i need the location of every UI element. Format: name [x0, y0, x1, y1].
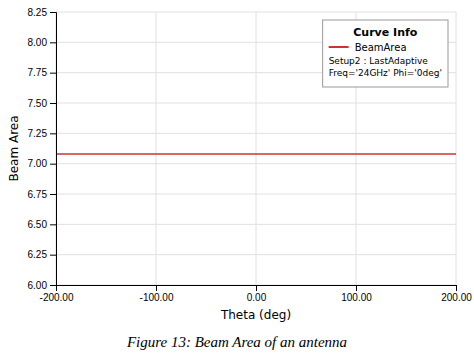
tick: 0.00	[247, 285, 267, 303]
tick: 7.00	[28, 158, 56, 169]
legend-swatch	[329, 46, 349, 48]
axis-domain	[57, 286, 457, 292]
tick-mark	[50, 42, 56, 43]
tick-label: 6.00	[28, 280, 48, 291]
grid-line	[56, 224, 456, 225]
grid-line	[256, 12, 257, 285]
tick: 6.75	[28, 189, 56, 200]
tick-label: 6.50	[28, 219, 48, 230]
grid-line	[156, 12, 157, 285]
tick: 200.00	[441, 285, 472, 303]
tick: 6.00	[28, 280, 56, 291]
tick-label: 6.75	[28, 189, 48, 200]
legend-title: Curve Info	[353, 26, 417, 39]
tick: 100.00	[341, 285, 372, 303]
grid-line	[56, 163, 456, 164]
grid-line	[56, 254, 456, 255]
tick-label: 8.00	[28, 37, 48, 48]
chart-title: Figure 13: Beam Area of an antenna	[126, 334, 347, 350]
marks	[56, 153, 456, 154]
tick-label: 7.25	[28, 128, 48, 139]
plot: -200.00-100.000.00100.00200.006.006.256.…	[28, 7, 473, 303]
grid-line	[56, 12, 456, 13]
tick: 7.50	[28, 98, 56, 109]
tick: 7.75	[28, 67, 56, 78]
tick-mark	[256, 285, 257, 291]
tick: 7.25	[28, 128, 56, 139]
axis-domain	[50, 13, 57, 286]
tick-label: -100.00	[140, 292, 174, 303]
tick: 6.25	[28, 249, 56, 260]
tick-label: 7.00	[28, 158, 48, 169]
legend-entry: BeamArea	[355, 42, 407, 53]
tick: 6.50	[28, 219, 56, 230]
tick-mark	[50, 133, 56, 134]
legend: Curve Info BeamArea Setup2 : LastAdaptive F…	[323, 20, 448, 87]
tick: -100.00	[140, 285, 174, 303]
tick-label: 0.00	[247, 292, 267, 303]
annotation: Freq='24GHz' Phi='0deg'	[329, 68, 442, 78]
grid	[56, 12, 456, 285]
tick-label: 8.25	[28, 7, 48, 18]
tick-label: 7.50	[28, 98, 48, 109]
tick-label: 100.00	[341, 292, 372, 303]
series-line	[56, 153, 456, 155]
x-axis-title: Theta (deg)	[220, 308, 291, 322]
tick-label: 7.75	[28, 67, 48, 78]
tick-label: 200.00	[441, 292, 472, 303]
y-axis: 6.00 6.25 6.50 6.75 7.00 7.25 7.50 7.75 8.00 8.25	[28, 7, 57, 291]
tick-mark	[50, 194, 56, 195]
legend-box	[323, 20, 448, 87]
chart: -200.00-100.000.00100.00200.006.006.256.…	[0, 0, 474, 357]
tick-label: -200.00	[40, 292, 74, 303]
tick-mark	[50, 12, 56, 13]
tick-mark	[50, 285, 56, 286]
tick-label: 6.25	[28, 249, 48, 260]
tick-mark	[50, 164, 56, 165]
annotation: Setup2 : LastAdaptive	[329, 56, 429, 66]
tick-mark	[156, 285, 157, 291]
grid-line	[56, 103, 456, 104]
tick-mark	[50, 103, 56, 104]
tick: 8.00	[28, 37, 56, 48]
tick-mark	[456, 285, 457, 291]
tick-mark	[50, 224, 56, 225]
grid-line	[456, 12, 457, 285]
tick: 8.25	[28, 7, 56, 18]
y-axis-title: Beam Area	[7, 115, 21, 181]
tick-mark	[356, 285, 357, 291]
grid-line	[56, 194, 456, 195]
grid-line	[56, 133, 456, 134]
tick-mark	[50, 255, 56, 256]
x-axis: -200.00 -100.00 0.00 100.00 200.00	[40, 285, 473, 303]
tick-mark	[50, 73, 56, 74]
